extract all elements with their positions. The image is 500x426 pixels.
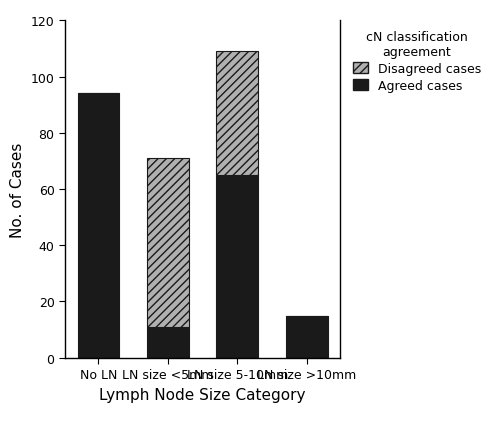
Bar — [286, 316, 328, 358]
Bar — [216, 52, 258, 176]
Bar — [216, 176, 258, 358]
Legend: Disagreed cases, Agreed cases: Disagreed cases, Agreed cases — [349, 28, 485, 96]
Y-axis label: No. of Cases: No. of Cases — [10, 142, 25, 237]
Bar — [78, 94, 119, 358]
Bar — [147, 159, 188, 327]
X-axis label: Lymph Node Size Category: Lymph Node Size Category — [99, 387, 306, 402]
Bar — [147, 327, 188, 358]
